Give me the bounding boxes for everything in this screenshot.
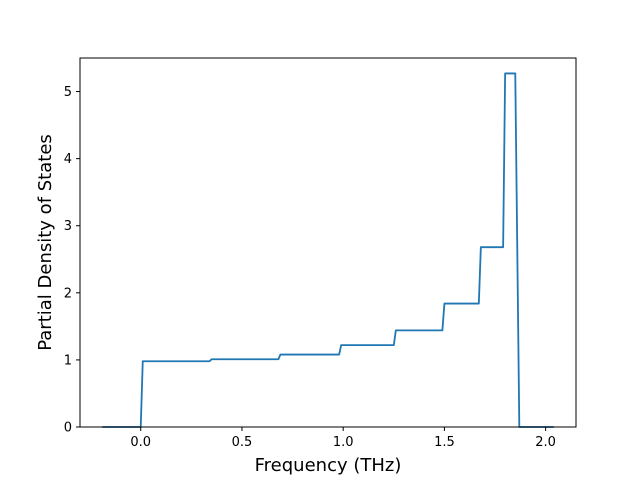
x-tick-label: 1.5 (434, 435, 455, 450)
y-ticks: 0 1 2 3 4 5 (64, 85, 80, 436)
x-tick-label: 1.0 (333, 435, 354, 450)
y-tick-label: 2 (64, 286, 72, 301)
plot-frame (79, 57, 577, 428)
y-tick-label: 0 (64, 421, 72, 436)
plot-area (80, 58, 576, 427)
x-axis-label: Frequency (THz) (255, 455, 402, 476)
y-tick-label: 4 (64, 152, 72, 167)
y-tick-label: 5 (64, 85, 72, 100)
x-ticks: 0.0 0.5 1.0 1.5 2.0 (130, 427, 556, 450)
series-line-0 (102, 72, 554, 428)
series-layer (102, 72, 554, 428)
x-tick-label: 0.5 (232, 435, 253, 450)
y-tick-label: 3 (64, 219, 72, 234)
y-axis-label: Partial Density of States (35, 134, 56, 351)
x-tick-label: 2.0 (535, 435, 556, 450)
x-tick-label: 0.0 (130, 435, 151, 450)
y-tick-label: 1 (64, 353, 72, 368)
